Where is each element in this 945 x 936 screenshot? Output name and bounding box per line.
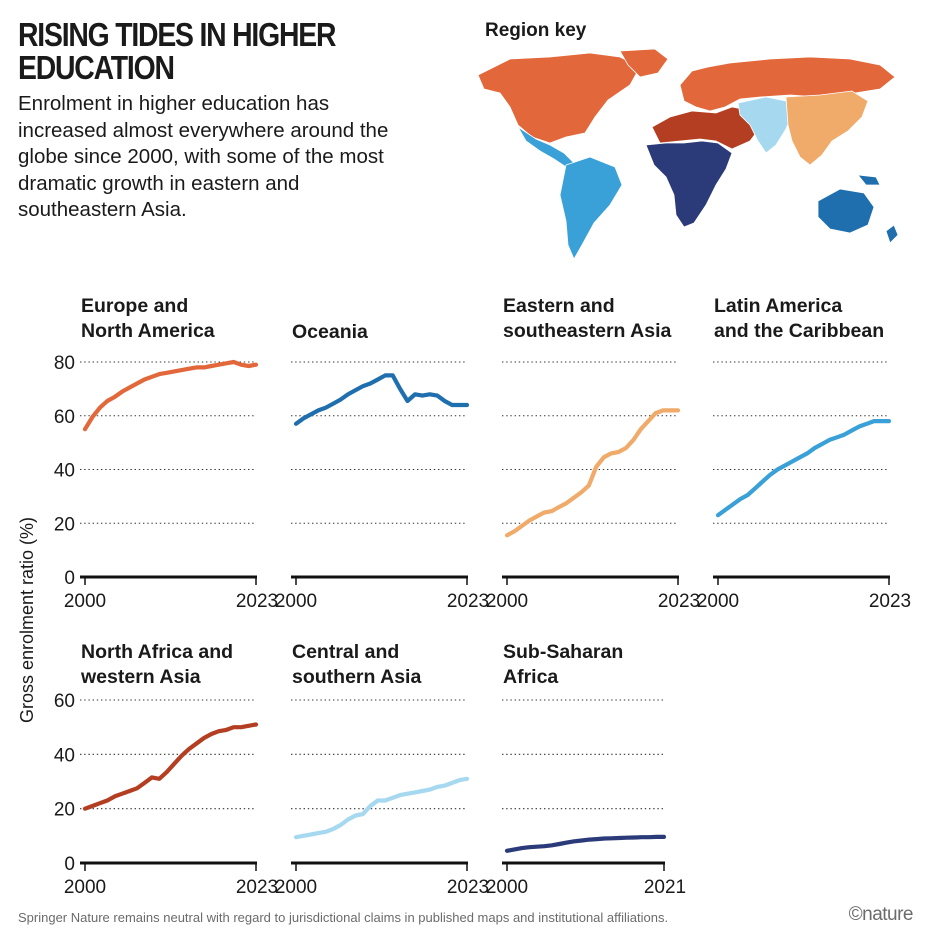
map-europe-russia [679,56,896,112]
map-south-america [559,156,623,260]
series-line [82,722,259,811]
y-tick-label: 40 [54,745,75,766]
panel-title: Eastern and southeastern Asia [503,295,671,342]
x-tick-label: 2023 [236,591,278,612]
x-tick-label: 2023 [236,877,278,898]
chart-panel: Oceania 2000 2023 [275,321,489,612]
x-tick-label: 2000 [486,877,528,898]
chart-panel: Central and southern Asia 2000 2023 [275,641,489,898]
map-australia [817,188,875,234]
y-tick-label: 60 [54,407,75,428]
x-tick-label: 2000 [697,591,739,612]
page-subtitle: Enrolment in higher education has increa… [18,92,389,221]
chart-panel: Sub-Saharan Africa 2000 2021 [486,641,686,898]
map-sub-saharan-africa [645,140,733,228]
y-axis-label: Gross enrolment ratio (%) [17,517,37,723]
panel-title: Oceania [292,321,368,343]
x-tick-label: 2000 [64,877,106,898]
panel-title: Central and southern Asia [292,641,421,688]
x-tick-label: 2023 [658,591,700,612]
y-tick-label: 80 [54,353,75,374]
y-tick-label: 40 [54,461,75,482]
map-title: Region key [485,20,587,41]
map-central-southern-asia [737,96,793,154]
chart-panel: North Africa and western Asia 2000 2023 0 20 4… [54,641,278,898]
panel-title: Europe and North America [81,295,215,342]
y-tick-label: 60 [54,691,75,712]
x-tick-label: 2021 [644,877,686,898]
x-tick-label: 2023 [869,591,911,612]
panel-title: Sub-Saharan Africa [503,641,623,688]
page-title: RISING TIDES IN HIGHER EDUCATION [18,16,336,86]
series-line [715,419,892,518]
footnote: Springer Nature remains neutral with reg… [18,910,669,925]
y-tick-label: 0 [64,568,75,589]
series-line [293,373,470,426]
map-greenland [619,48,669,78]
map-north-america [477,52,641,144]
series-line [293,776,470,840]
nature-logo: ©nature [848,904,914,925]
series-line [504,834,667,853]
y-tick-label: 20 [54,800,75,821]
panel-title: Latin America and the Caribbean [714,295,884,342]
chart-panel: Eastern and southeastern Asia 2000 2023 [486,295,700,612]
chart-panel: Latin America and the Caribbean 2000 2023 [697,295,911,612]
chart-panel: Europe and North America 2000 2023 0 20 40 60 80 [54,295,278,612]
map-new-zealand [885,224,899,244]
x-tick-label: 2000 [486,591,528,612]
region-key-map [477,48,899,260]
series-line [504,408,681,538]
x-tick-label: 2000 [275,877,317,898]
map-new-guinea [857,174,881,186]
map-eastern-southeastern-asia [785,90,869,166]
x-tick-label: 2000 [64,591,106,612]
y-tick-label: 20 [54,514,75,535]
x-tick-label: 2023 [447,877,489,898]
y-tick-label: 0 [64,854,75,875]
series-line [82,359,259,432]
x-tick-label: 2000 [275,591,317,612]
x-tick-label: 2023 [447,591,489,612]
panel-title: North Africa and western Asia [80,641,233,688]
